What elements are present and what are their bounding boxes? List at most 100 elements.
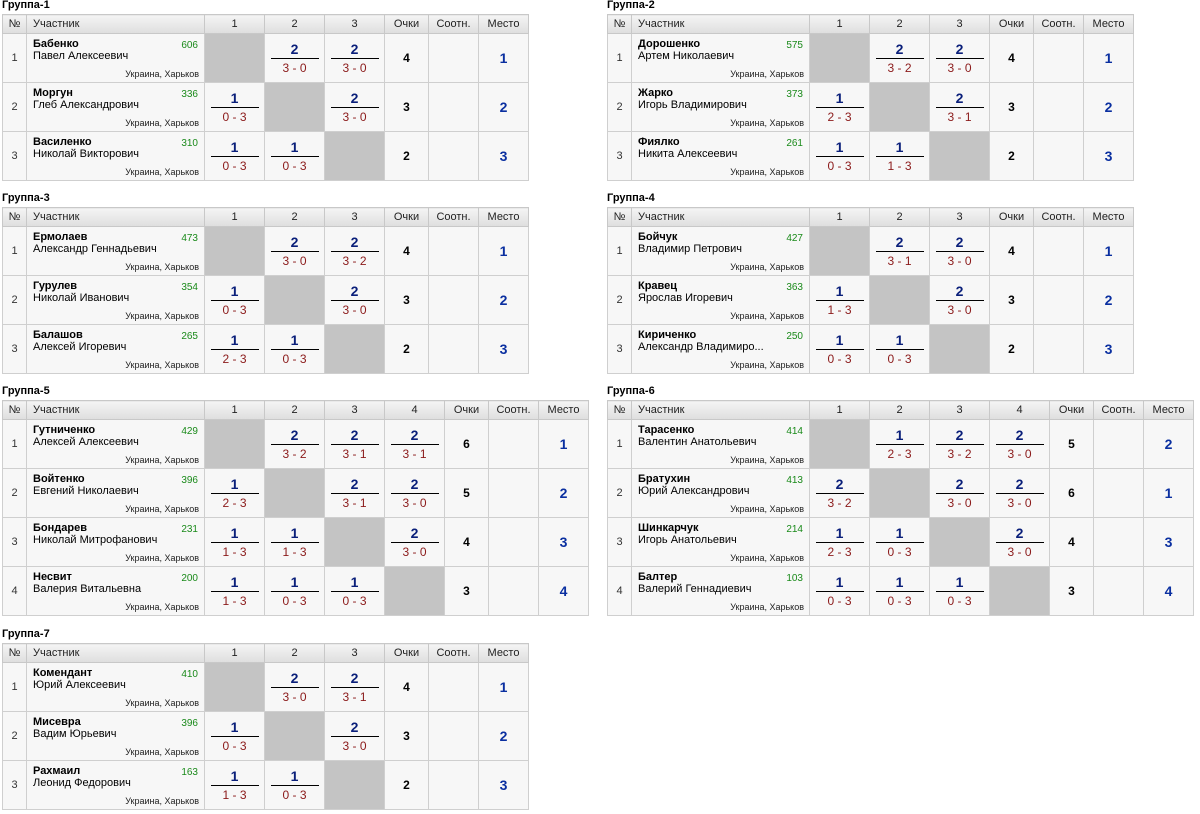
- header-no[interactable]: №: [607, 400, 632, 420]
- player-surname[interactable]: Фиялко: [638, 136, 680, 148]
- player-cell[interactable]: Войтенко Евгений Николаевич 396 Украина, Ха…: [26, 468, 205, 518]
- header-opponent-3[interactable]: 3: [324, 400, 385, 420]
- header-player[interactable]: Участник: [26, 14, 205, 34]
- header-place[interactable]: Место: [1083, 14, 1134, 34]
- header-player[interactable]: Участник: [631, 400, 810, 420]
- header-player[interactable]: Участник: [26, 643, 205, 663]
- header-place[interactable]: Место: [538, 400, 589, 420]
- header-opponent-2[interactable]: 2: [264, 400, 325, 420]
- player-surname[interactable]: Кириченко: [638, 329, 697, 341]
- header-opponent-2[interactable]: 2: [869, 400, 930, 420]
- header-ratio[interactable]: Соотн.: [488, 400, 539, 420]
- header-opponent-1[interactable]: 1: [204, 643, 265, 663]
- header-opponent-1[interactable]: 1: [809, 400, 870, 420]
- player-cell[interactable]: Бабенко Павел Алексеевич 606 Украина, Харьк…: [26, 33, 205, 83]
- header-opponent-3[interactable]: 3: [929, 400, 990, 420]
- player-surname[interactable]: Рахмаил: [33, 765, 81, 777]
- player-cell[interactable]: Тарасенко Валентин Анатольевич 414 Украина,…: [631, 419, 810, 469]
- player-surname[interactable]: Ермолаев: [33, 231, 88, 243]
- player-cell[interactable]: Гурулев Николай Иванович 354 Украина, Харьк…: [26, 275, 205, 325]
- header-points[interactable]: Очки: [1049, 400, 1094, 420]
- player-cell[interactable]: Василенко Николай Викторович 310 Украина, Х…: [26, 131, 205, 181]
- header-points[interactable]: Очки: [384, 14, 429, 34]
- header-points[interactable]: Очки: [989, 14, 1034, 34]
- player-surname[interactable]: Тарасенко: [638, 424, 695, 436]
- player-surname[interactable]: Балашов: [33, 329, 83, 341]
- header-place[interactable]: Место: [478, 14, 529, 34]
- header-ratio[interactable]: Соотн.: [428, 14, 479, 34]
- player-cell[interactable]: Несвит Валерия Витальевна 200 Украина, Харь…: [26, 566, 205, 616]
- player-surname[interactable]: Бабенко: [33, 38, 79, 50]
- player-cell[interactable]: Фиялко Никита Алексеевич 261 Украина, Харьк…: [631, 131, 810, 181]
- player-cell[interactable]: Комендант Юрий Алексеевич 410 Украина, Харь…: [26, 662, 205, 712]
- header-opponent-2[interactable]: 2: [869, 14, 930, 34]
- player-surname[interactable]: Войтенко: [33, 473, 85, 485]
- header-no[interactable]: №: [607, 207, 632, 227]
- header-opponent-1[interactable]: 1: [204, 207, 265, 227]
- player-cell[interactable]: Кравец Ярослав Игоревич 363 Украина, Харько…: [631, 275, 810, 325]
- header-place[interactable]: Место: [1083, 207, 1134, 227]
- header-opponent-2[interactable]: 2: [264, 643, 325, 663]
- player-cell[interactable]: Балтер Валерий Геннадиевич 103 Украина, Хар…: [631, 566, 810, 616]
- player-surname[interactable]: Комендант: [33, 667, 93, 679]
- header-player[interactable]: Участник: [26, 400, 205, 420]
- player-surname[interactable]: Бойчук: [638, 231, 678, 243]
- player-cell[interactable]: Братухин Юрий Александрович 413 Украина, Ха…: [631, 468, 810, 518]
- header-opponent-2[interactable]: 2: [264, 207, 325, 227]
- player-surname[interactable]: Гутниченко: [33, 424, 96, 436]
- player-cell[interactable]: Ермолаев Александр Геннадьевич 473 Украина,…: [26, 226, 205, 276]
- player-surname[interactable]: Несвит: [33, 571, 72, 583]
- header-ratio[interactable]: Соотн.: [1033, 207, 1084, 227]
- header-opponent-1[interactable]: 1: [809, 14, 870, 34]
- header-place[interactable]: Место: [478, 207, 529, 227]
- header-points[interactable]: Очки: [989, 207, 1034, 227]
- player-cell[interactable]: Кириченко Александр Владимиро... 250 Украин…: [631, 324, 810, 374]
- header-points[interactable]: Очки: [384, 643, 429, 663]
- header-ratio[interactable]: Соотн.: [1033, 14, 1084, 34]
- header-no[interactable]: №: [607, 14, 632, 34]
- player-surname[interactable]: Мисевра: [33, 716, 81, 728]
- header-opponent-3[interactable]: 3: [324, 207, 385, 227]
- player-surname[interactable]: Жарко: [638, 87, 673, 99]
- header-player[interactable]: Участник: [631, 14, 810, 34]
- header-ratio[interactable]: Соотн.: [428, 643, 479, 663]
- header-opponent-3[interactable]: 3: [929, 14, 990, 34]
- player-cell[interactable]: Рахмаил Леонид Федорович 163 Украина, Харьк…: [26, 760, 205, 810]
- header-place[interactable]: Место: [478, 643, 529, 663]
- header-player[interactable]: Участник: [26, 207, 205, 227]
- player-surname[interactable]: Гурулев: [33, 280, 78, 292]
- player-cell[interactable]: Шинкарчук Игорь Анатольевич 214 Украина, Ха…: [631, 517, 810, 567]
- player-cell[interactable]: Гутниченко Алексей Алексеевич 429 Украина, …: [26, 419, 205, 469]
